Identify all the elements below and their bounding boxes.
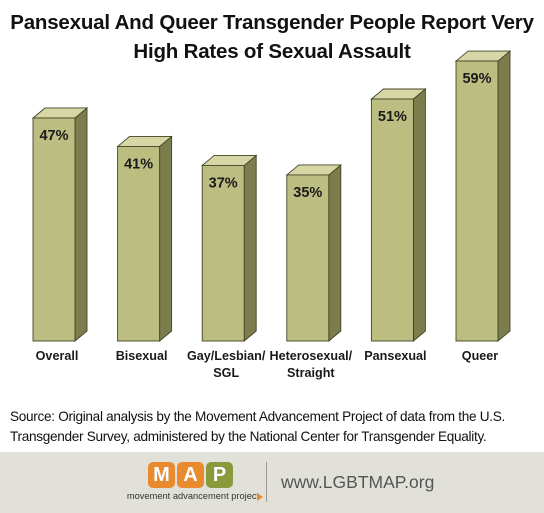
bar: [117, 146, 161, 342]
bar-group: 35% Heterosexual/Straight: [269, 163, 353, 380]
data-label: 35%: [293, 185, 322, 201]
footer-divider: [266, 462, 267, 502]
bar: [286, 174, 330, 342]
bar-chart: 47%Overall41%Bisexual37%Gay/Lesbian/SGL3…: [31, 50, 512, 380]
bar-side: [159, 135, 173, 342]
source-note: Source: Original analysis by the Movemen…: [10, 409, 505, 444]
bar-side: [497, 50, 511, 342]
category-label: Gay/Lesbian/: [187, 349, 266, 363]
arrow-icon: [257, 493, 263, 501]
bar-side: [243, 154, 257, 342]
data-label: 51%: [378, 109, 407, 125]
bar-group: 47% Overall: [31, 107, 89, 363]
category-label: Straight: [287, 366, 335, 380]
logo-letter-a: A: [177, 462, 204, 488]
bar-group: 41% Bisexual: [116, 135, 173, 363]
bar-group: 37% Gay/Lesbian/SGL: [187, 154, 266, 380]
category-label: Queer: [462, 349, 498, 363]
logo-letter-m: M: [148, 462, 175, 488]
data-label: 59%: [462, 71, 491, 87]
category-label: Pansexual: [364, 349, 426, 363]
chart-title: Pansexual And Queer Transgender People R…: [0, 8, 544, 66]
website-link[interactable]: www.LGBTMAP.org: [281, 472, 435, 492]
data-label: 37%: [209, 175, 238, 191]
logo-letter-p: P: [206, 462, 233, 488]
category-label: Bisexual: [116, 349, 168, 363]
data-label: 47%: [39, 128, 68, 144]
bar-side: [412, 88, 426, 342]
map-logo: M A P movement advancement project: [118, 462, 268, 506]
category-label: SGL: [213, 366, 239, 380]
bar: [370, 98, 414, 342]
bar-side: [328, 163, 342, 342]
bar-side: [74, 107, 88, 342]
bar: [32, 117, 76, 342]
bar-group: 51% Pansexual: [364, 88, 427, 363]
title-line-2: High Rates of Sexual Assault: [133, 40, 411, 63]
category-label: Heterosexual/: [269, 349, 352, 363]
category-label: Overall: [36, 349, 79, 363]
bar: [455, 60, 499, 342]
bar-group: 59% Queer: [454, 50, 512, 363]
title-line-1: Pansexual And Queer Transgender People R…: [10, 11, 534, 34]
footer-band: M A P movement advancement project www.L…: [0, 452, 544, 513]
bar: [201, 164, 245, 342]
data-label: 41%: [124, 156, 153, 172]
logo-tagline: movement advancement project: [126, 491, 260, 501]
